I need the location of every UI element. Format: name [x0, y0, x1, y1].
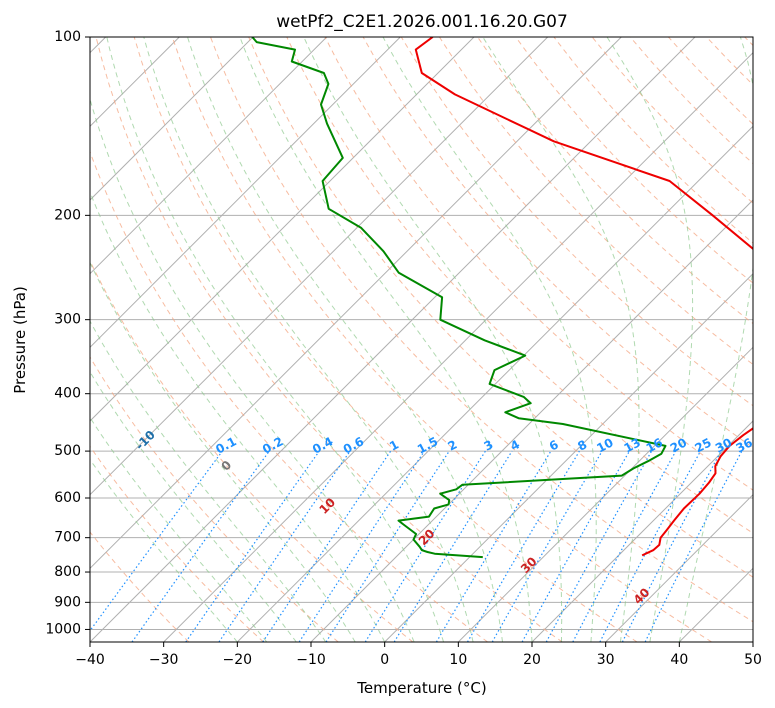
- dry-adiabat-line: [95, 37, 563, 642]
- isotherm-gridline: [236, 125, 753, 642]
- chart-title: wetPf2_C2E1.2026.001.16.20.G07: [276, 12, 568, 32]
- isotherm-gridline: [163, 51, 753, 642]
- mixing-ratio-label: 13: [622, 435, 643, 455]
- moist-adiabat-line: [482, 37, 640, 642]
- mixing-ratio-label: 25: [692, 435, 713, 455]
- isotherm-gridline: [90, 37, 401, 349]
- x-tick-label: 0: [380, 652, 389, 668]
- isotherm-gridline: [531, 420, 753, 642]
- plot-frame: [89, 36, 754, 643]
- x-tick-label: −20: [223, 652, 253, 668]
- moist-adiabat-line: [90, 370, 297, 642]
- isotherm-gridline: [457, 346, 753, 642]
- moist-adiabat-line: [239, 37, 533, 642]
- moist-adiabat-line: [90, 190, 386, 642]
- moist-adiabat-line: [382, 37, 597, 642]
- moist-adiabat-line: [143, 37, 474, 642]
- dry-adiabat-line: [90, 259, 414, 642]
- isotherm-gridline: [384, 272, 753, 642]
- mixing-ratio-line: [572, 450, 677, 642]
- y-axis-label: Pressure (hPa): [11, 286, 29, 394]
- dewpoint-profile: [251, 37, 667, 559]
- dry-adiabat-line: [210, 37, 753, 623]
- y-tick-label: 200: [54, 207, 81, 223]
- x-tick-label: 50: [744, 652, 762, 668]
- x-tick-label: 40: [670, 652, 688, 668]
- moist-adiabat-line: [303, 37, 563, 642]
- mixing-ratio-line: [218, 450, 351, 642]
- mixing-ratio-label: 16: [644, 435, 665, 455]
- isotherm-gridline: [90, 37, 696, 642]
- mixing-ratio-line: [644, 450, 743, 642]
- dry-adiabat-label: -30: [0, 364, 3, 389]
- x-tick-label: 30: [597, 652, 615, 668]
- dry-adiabat-line: [90, 445, 264, 642]
- dry-adiabat-line: [171, 37, 712, 642]
- x-tick-label: −40: [75, 652, 105, 668]
- moist-adiabat-line: [90, 261, 356, 642]
- moist-adiabat-line: [606, 37, 694, 642]
- dry-adiabat-line: [90, 356, 339, 642]
- dry-adiabat-line: [90, 150, 488, 642]
- dry-adiabat-line: [515, 37, 753, 284]
- moist-adiabat-line: [90, 458, 238, 642]
- temperature-profile: [414, 37, 753, 557]
- plot-area: [90, 37, 753, 642]
- x-tick-label: 20: [523, 652, 541, 668]
- isotherm-gridline: [752, 641, 753, 642]
- y-tick-label: 1000: [45, 621, 81, 637]
- mixing-ratio-line: [262, 450, 392, 642]
- dry-adiabat-line: [248, 37, 753, 578]
- mixing-ratio-label: 36: [734, 435, 755, 455]
- isotherm-gridline: [90, 37, 328, 275]
- mixing-ratio-line: [298, 450, 425, 642]
- isotherm-gridline: [90, 37, 622, 570]
- isotherm-gridline: [90, 37, 254, 201]
- dry-adiabat-label: -20: [55, 399, 80, 424]
- mixing-ratio-label: 10: [594, 435, 615, 455]
- y-tick-label: 900: [54, 594, 81, 610]
- isotherm-gridline: [605, 493, 753, 642]
- mixing-ratio-line: [521, 450, 631, 642]
- x-tick-label: −10: [296, 652, 326, 668]
- moist-adiabat-line: [187, 37, 503, 642]
- x-tick-label: 10: [449, 652, 467, 668]
- mixing-ratio-line: [90, 450, 223, 632]
- mixing-ratio-line: [545, 450, 653, 642]
- y-tick-label: 100: [54, 29, 81, 45]
- y-tick-label: 500: [54, 443, 81, 459]
- y-tick-label: 600: [54, 490, 81, 506]
- mixing-ratio-label: 30: [713, 435, 734, 455]
- moist-adiabat-line: [90, 97, 415, 642]
- dry-adiabat-line: [400, 37, 753, 407]
- isotherm-gridline: [90, 37, 549, 496]
- y-tick-label: 300: [54, 312, 81, 328]
- dry-adiabat-line: [90, 531, 190, 642]
- y-tick-label: 400: [54, 386, 81, 402]
- mixing-ratio-line: [185, 450, 320, 642]
- y-tick-label: 700: [54, 530, 81, 546]
- isotherm-gridline: [90, 37, 475, 422]
- mixing-ratio-line: [393, 450, 513, 642]
- mixing-ratio-line: [131, 450, 270, 642]
- mixing-ratio-label: 20: [668, 435, 689, 455]
- moist-adiabat-line: [106, 37, 445, 642]
- moist-adiabat-line: [90, 416, 268, 642]
- y-tick-label: 800: [54, 564, 81, 580]
- dry-adiabat-line: [438, 37, 753, 366]
- mixing-ratio-line: [325, 450, 450, 642]
- x-axis-label: Temperature (°C): [356, 679, 486, 697]
- x-tick-label: −30: [149, 652, 179, 668]
- dry-adiabat-line: [286, 37, 753, 534]
- dry-adiabat-line: [133, 37, 638, 642]
